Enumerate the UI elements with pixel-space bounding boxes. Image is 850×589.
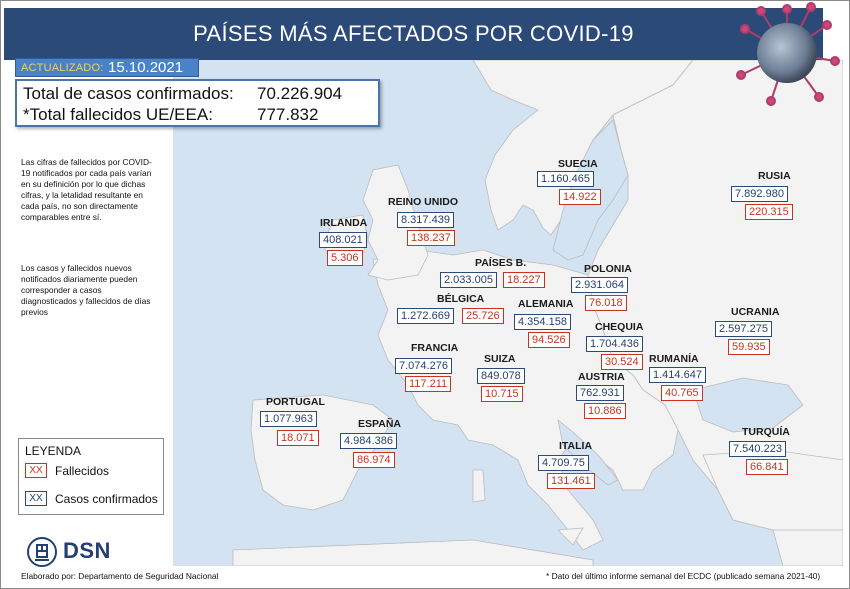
cases-irlanda: 408.021 [319, 232, 367, 248]
country-name-suecia: SUECIA [558, 158, 598, 170]
cases-paises-bajos: 2.033.005 [440, 272, 497, 288]
country-name-irlanda: IRLANDA [320, 217, 368, 229]
deaths-ucrania: 59.935 [728, 339, 770, 355]
europe-map [173, 60, 843, 566]
total-confirmed-value: 70.226.904 [257, 84, 343, 103]
cases-rumania: 1.414.647 [649, 367, 706, 383]
cases-polonia: 2.931.064 [571, 277, 628, 293]
legend-deaths-label: Fallecidos [55, 464, 110, 478]
cases-belgica: 1.272.669 [397, 308, 454, 324]
cases-portugal: 1.077.963 [260, 411, 317, 427]
deaths-paises-bajos: 18.227 [503, 272, 545, 288]
country-name-portugal: PORTUGAL [266, 396, 325, 408]
country-name-italia: ITALIA [559, 440, 593, 452]
total-confirmed-label: Total de casos confirmados: [23, 84, 234, 103]
deaths-polonia: 76.018 [585, 295, 627, 311]
updated-label: ACTUALIZADO: [21, 62, 104, 74]
deaths-belgica: 25.726 [462, 308, 504, 324]
country-name-turquia: TURQUÍA [742, 426, 790, 438]
cases-alemania: 4.354.158 [514, 314, 571, 330]
cases-italia: 4.709.75 [538, 455, 589, 471]
deaths-austria: 10.886 [584, 403, 626, 419]
header-banner: PAÍSES MÁS AFECTADOS POR COVID-19 [4, 8, 823, 60]
page-title: PAÍSES MÁS AFECTADOS POR COVID-19 [193, 21, 634, 46]
dsn-logo-text: DSN [63, 538, 111, 563]
cases-espana: 4.984.386 [340, 433, 397, 449]
cases-austria: 762.931 [576, 385, 624, 401]
deaths-portugal: 18.071 [277, 430, 319, 446]
deaths-reino-unido: 138.237 [407, 230, 455, 246]
country-name-austria: AUSTRIA [578, 371, 625, 383]
country-name-rumania: RUMANÍA [649, 353, 699, 365]
cases-suecia: 1.160.465 [537, 171, 594, 187]
cases-ucrania: 2.597.275 [715, 321, 772, 337]
deaths-rusia: 220.315 [745, 204, 793, 220]
country-name-polonia: POLONIA [584, 263, 632, 275]
cases-francia: 7.074.276 [395, 358, 452, 374]
cases-reino-unido: 8.317.439 [397, 212, 454, 228]
country-name-ucrania: UCRANIA [731, 306, 780, 318]
deaths-suecia: 14.922 [559, 189, 601, 205]
legend-cases-swatch: XX [25, 491, 47, 506]
country-name-francia: FRANCIA [411, 342, 459, 354]
total-deaths-value: 777.832 [257, 105, 319, 124]
total-deaths-label: *Total fallecidos UE/EEA: [23, 105, 213, 124]
deaths-italia: 131.461 [547, 473, 595, 489]
country-name-rusia: RUSIA [758, 170, 791, 182]
cases-rusia: 7.892.980 [731, 186, 788, 202]
deaths-francia: 117.211 [405, 376, 452, 392]
country-name-chequia: CHEQUIA [595, 321, 644, 333]
virus-icon [731, 1, 843, 109]
deaths-espana: 86.974 [353, 452, 395, 468]
country-name-belgica: BÉLGICA [437, 293, 485, 305]
updated-badge: ACTUALIZADO: 15.10.2021 [15, 58, 199, 77]
updated-date: 15.10.2021 [108, 59, 184, 76]
note-deaths-definition: Las cifras de fallecidos por COVID-19 no… [21, 157, 152, 222]
country-name-suiza: SUIZA [484, 353, 516, 365]
country-name-reino-unido: REINO UNIDO [388, 196, 459, 208]
source-footnote: * Dato del último informe semanal del EC… [546, 571, 821, 581]
totals-box: Total de casos confirmados: 70.226.904 *… [15, 79, 380, 127]
cases-suiza: 849.078 [477, 368, 525, 384]
credit-line: Elaborado por: Departamento de Seguridad… [21, 571, 219, 581]
deaths-turquia: 66.841 [746, 459, 788, 475]
legend-deaths-swatch: XX [25, 463, 47, 478]
map-graphic [173, 60, 843, 566]
deaths-alemania: 94.526 [528, 332, 570, 348]
country-name-paises-bajos: PAÍSES B. [475, 257, 527, 269]
country-name-espana: ESPAÑA [358, 418, 401, 430]
legend-title: LEYENDA [25, 444, 82, 458]
deaths-chequia: 30.524 [601, 354, 643, 370]
deaths-irlanda: 5.306 [327, 250, 363, 266]
legend-cases-label: Casos confirmados [55, 492, 158, 506]
legend: LEYENDA XX Fallecidos XX Casos confirmad… [18, 438, 164, 515]
note-daily-reporting: Los casos y fallecidos nuevos notificado… [21, 263, 151, 317]
cases-turquia: 7.540.223 [729, 441, 786, 457]
country-name-alemania: ALEMANIA [518, 298, 574, 310]
deaths-rumania: 40.765 [661, 385, 703, 401]
dsn-emblem-icon [27, 536, 57, 568]
deaths-suiza: 10.715 [481, 386, 523, 402]
cases-chequia: 1.704.436 [586, 336, 643, 352]
